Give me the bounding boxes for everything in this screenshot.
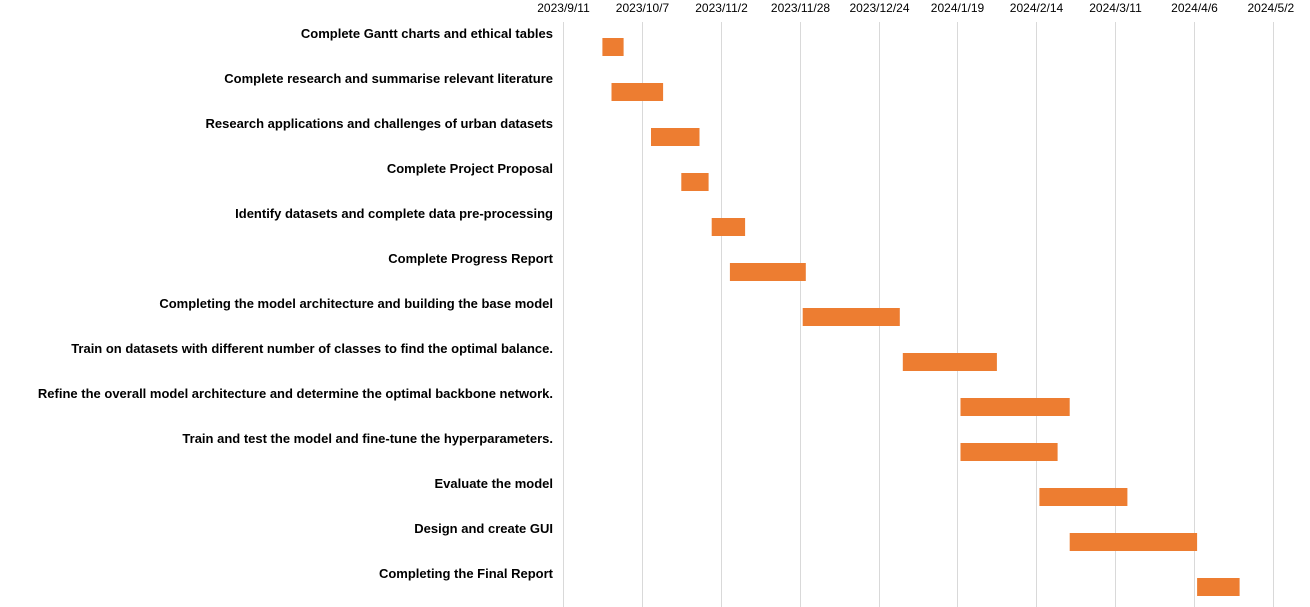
x-tick-label: 2024/5/2	[1248, 1, 1295, 15]
task-label: Complete Progress Report	[388, 251, 553, 266]
task-bar	[602, 38, 624, 56]
task-bars	[602, 38, 1240, 596]
x-tick-label: 2024/4/6	[1171, 1, 1218, 15]
task-labels: Complete Gantt charts and ethical tables…	[38, 26, 554, 581]
x-tick-label: 2023/11/2	[695, 1, 748, 15]
task-label: Research applications and challenges of …	[206, 116, 554, 131]
task-label: Train and test the model and fine-tune t…	[182, 431, 553, 446]
task-bar	[902, 353, 997, 371]
task-bar	[729, 263, 806, 281]
task-bar	[960, 443, 1058, 461]
x-tick-label: 2023/12/24	[849, 1, 909, 15]
task-label: Complete research and summarise relevant…	[224, 71, 553, 86]
task-bar	[711, 218, 746, 236]
task-bar	[1039, 488, 1128, 506]
task-bar	[611, 83, 664, 101]
task-label: Identify datasets and complete data pre-…	[235, 206, 553, 221]
task-bar	[651, 128, 700, 146]
task-label: Refine the overall model architecture an…	[38, 386, 553, 401]
x-tick-label: 2024/1/19	[931, 1, 985, 15]
x-tick-label: 2023/11/28	[771, 1, 830, 15]
task-bar	[960, 398, 1070, 416]
x-tick-label: 2023/9/11	[537, 1, 590, 15]
task-label: Completing the Final Report	[379, 566, 554, 581]
x-tick-label: 2024/3/11	[1089, 1, 1142, 15]
task-bar	[1069, 533, 1198, 551]
task-label: Design and create GUI	[414, 521, 553, 536]
task-bar	[1197, 578, 1240, 596]
task-label: Complete Gantt charts and ethical tables	[301, 26, 553, 41]
x-tick-label: 2024/2/14	[1010, 1, 1064, 15]
task-label: Evaluate the model	[435, 476, 553, 491]
task-label: Train on datasets with different number …	[71, 341, 553, 356]
task-label: Completing the model architecture and bu…	[159, 296, 553, 311]
x-tick-label: 2023/10/7	[616, 1, 670, 15]
task-bar	[681, 173, 709, 191]
task-label: Complete Project Proposal	[387, 161, 553, 176]
gridlines	[563, 22, 1274, 607]
x-axis-tick-labels: 2023/9/11 2023/10/7 2023/11/2 2023/11/28 202…	[537, 1, 1294, 15]
task-bar	[802, 308, 900, 326]
